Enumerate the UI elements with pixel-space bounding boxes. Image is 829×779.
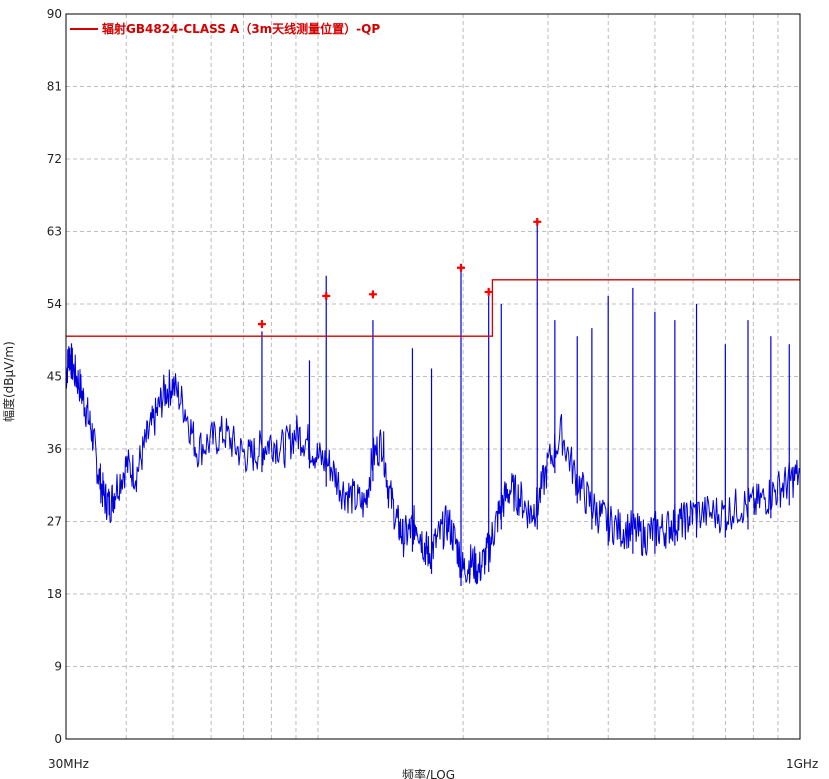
- legend-label: 辐射GB4824-CLASS A（3m天线测量位置）-QP: [102, 21, 380, 36]
- y-tick-label: 18: [47, 587, 62, 601]
- y-tick-label: 0: [54, 732, 62, 746]
- y-tick-label: 27: [47, 515, 62, 529]
- y-tick-label: 9: [54, 660, 62, 674]
- x-tick-label-end: 1GHz: [786, 757, 818, 771]
- y-tick-label: 72: [47, 152, 62, 166]
- y-tick-label: 36: [47, 442, 62, 456]
- peak-marker-dot: [535, 220, 540, 224]
- y-tick-label: 45: [47, 370, 62, 384]
- limit-line: [66, 279, 800, 337]
- y-tick-label: 63: [47, 225, 62, 239]
- peak-marker-dot: [371, 292, 375, 297]
- spur-lines: [261, 223, 790, 586]
- y-axis-label: 幅度(dBμV/m): [1, 341, 16, 422]
- measurement-trace-line: [65, 342, 801, 585]
- x-axis-label: 频率/LOG: [402, 767, 455, 779]
- y-tick-label: 81: [47, 80, 62, 94]
- x-tick-label-start: 30MHz: [48, 757, 89, 771]
- y-tick-label: 90: [47, 7, 62, 21]
- y-tick-label: 54: [47, 297, 62, 311]
- y-tick-labels: 0 9 18 27 36 45 54 63 72 81 90: [47, 7, 62, 746]
- peak-marker-dot: [260, 322, 264, 326]
- peak-markers: [257, 217, 542, 329]
- peak-marker-dot: [486, 290, 491, 294]
- plot-frame: [65, 13, 801, 740]
- peak-marker-dot: [459, 265, 463, 270]
- peak-marker-dot: [324, 294, 329, 298]
